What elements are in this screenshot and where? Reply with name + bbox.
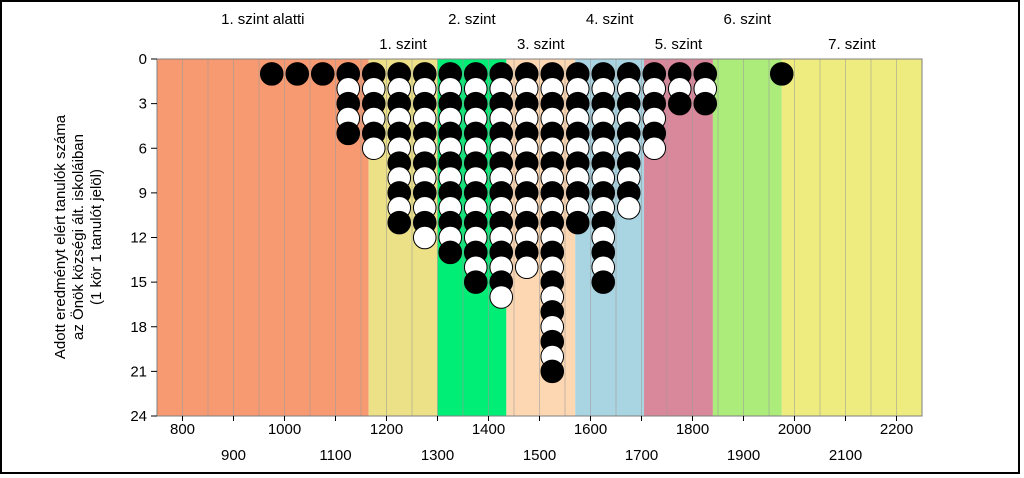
y-tick-label: 3 bbox=[139, 96, 147, 113]
x-tick-label-lower: 1700 bbox=[625, 447, 658, 464]
band-label-4: 3. szint bbox=[517, 36, 565, 53]
x-tick-label-upper: 2200 bbox=[880, 421, 913, 438]
data-point bbox=[463, 270, 488, 294]
y-tick-label: 0 bbox=[139, 51, 147, 68]
data-point bbox=[616, 195, 641, 220]
x-tick-label-upper: 2000 bbox=[778, 421, 811, 438]
band-label-5: 4. szint bbox=[586, 11, 634, 28]
data-point bbox=[310, 62, 335, 86]
y-tick-label: 18 bbox=[130, 319, 147, 336]
x-tick-label-lower: 1900 bbox=[727, 447, 760, 464]
band-1 bbox=[157, 59, 369, 416]
y-axis-label-line-3: (1 kör 1 tanulót jelöl) bbox=[88, 169, 105, 305]
y-tick-label: 15 bbox=[130, 274, 147, 291]
y-axis-label-line-2: az Önök községi ált. iskoláiban bbox=[69, 134, 87, 340]
y-tick-label: 21 bbox=[130, 363, 147, 380]
band-label-8: 7. szint bbox=[828, 36, 876, 53]
band-label-1: 1. szint alatti bbox=[221, 11, 304, 28]
data-point bbox=[336, 121, 361, 146]
x-tick-label-lower: 900 bbox=[221, 447, 246, 464]
data-point bbox=[489, 285, 514, 309]
x-tick-label-upper: 1400 bbox=[472, 421, 505, 438]
band-label-3: 2. szint bbox=[448, 11, 496, 28]
grid-layer bbox=[182, 59, 897, 416]
y-axis-label-line-1: Adott eredményt elért tanulók száma bbox=[52, 114, 69, 359]
x-tick-label-lower: 1100 bbox=[319, 447, 351, 464]
x-tick-label-lower: 1300 bbox=[421, 447, 454, 464]
data-point bbox=[438, 240, 463, 265]
data-point bbox=[361, 136, 386, 161]
band-label-6: 5. szint bbox=[655, 36, 703, 53]
data-point bbox=[387, 210, 412, 235]
data-point bbox=[259, 62, 284, 86]
data-point bbox=[565, 210, 590, 235]
band-labels-layer: 1. szint alatti 1. szint 2. szint 3. szint 4… bbox=[221, 11, 876, 53]
y-tick-label: 24 bbox=[130, 408, 147, 425]
x-tick-label-lower: 1500 bbox=[523, 447, 556, 464]
x-tick-label-upper: 1200 bbox=[370, 421, 403, 438]
band-label-2: 1. szint bbox=[379, 36, 427, 53]
data-point bbox=[769, 62, 794, 86]
y-tick-label: 6 bbox=[139, 140, 147, 157]
band-label-7: 6. szint bbox=[724, 11, 772, 28]
band-8 bbox=[781, 59, 922, 416]
data-point bbox=[642, 136, 667, 161]
x-tick-label-upper: 1000 bbox=[268, 421, 301, 438]
x-tick-label-upper: 800 bbox=[170, 421, 195, 438]
x-tick-label-upper: 1800 bbox=[676, 421, 709, 438]
data-point bbox=[667, 91, 692, 116]
y-tick-label: 9 bbox=[139, 185, 147, 202]
y-axis-label: Adott eredményt elért tanulók száma az Ö… bbox=[52, 114, 105, 359]
data-point bbox=[285, 62, 310, 86]
axis-ticks-layer: 0 3 6 9 12 15 18 21 24 800 1000 1200 1400 1600 1800 200… bbox=[130, 51, 913, 464]
y-tick-label: 12 bbox=[130, 230, 147, 247]
points-layer bbox=[259, 62, 794, 384]
band-7 bbox=[712, 59, 782, 416]
data-point bbox=[514, 255, 539, 280]
data-point bbox=[591, 270, 616, 294]
x-tick-label-lower: 2100 bbox=[829, 447, 862, 464]
data-point bbox=[693, 91, 718, 116]
x-tick-label-upper: 1600 bbox=[574, 421, 607, 438]
data-point bbox=[540, 359, 565, 384]
data-point bbox=[412, 225, 437, 250]
